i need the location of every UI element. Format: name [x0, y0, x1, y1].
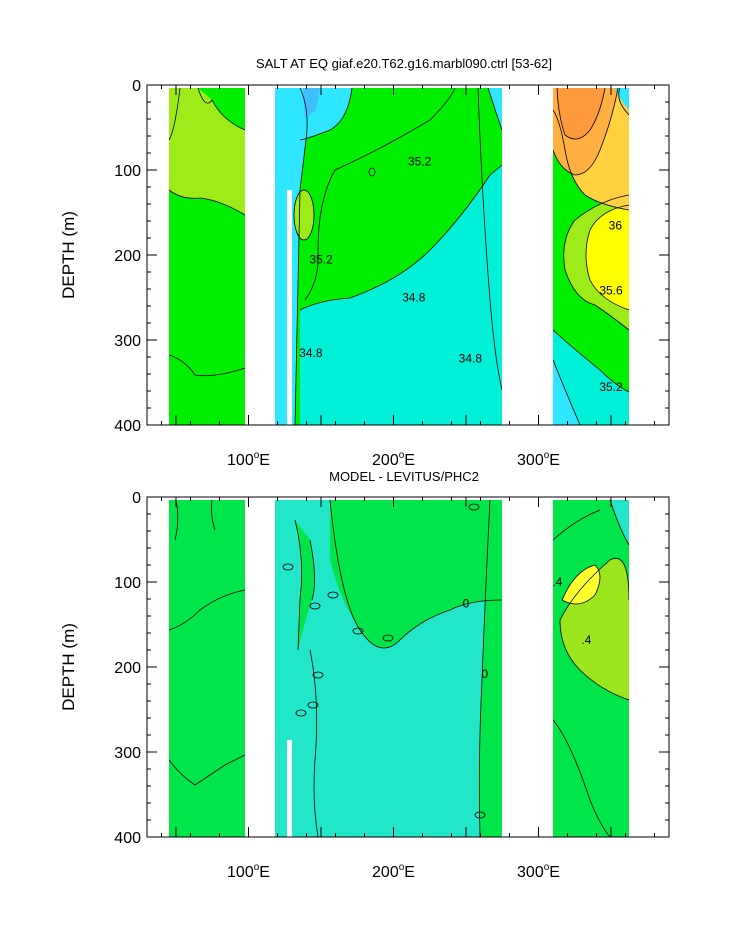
- y-tick-label: 200: [114, 660, 141, 677]
- land-mask: [147, 500, 169, 837]
- y-axis: 0 100 200 300 400: [114, 490, 669, 847]
- contour-label: 35.6: [599, 284, 623, 298]
- difference-panel: MODEL - LEVITUS/PHC2: [59, 469, 670, 881]
- y-tick-label: 100: [114, 163, 141, 180]
- fill-region: [553, 330, 629, 425]
- land-mask: [287, 740, 292, 837]
- fill-region: [275, 500, 290, 837]
- land-mask: [147, 88, 169, 425]
- fill-region: [330, 500, 502, 648]
- land-mask: [245, 500, 275, 837]
- fill-region: [169, 88, 245, 215]
- contour-field: [147, 499, 669, 837]
- land-mask: [629, 500, 669, 837]
- contour-lines: [168, 87, 630, 425]
- contour-label: 34.8: [299, 346, 323, 360]
- panel-title: MODEL - LEVITUS/PHC2: [329, 469, 479, 484]
- x-tick-label: 100oE: [227, 450, 270, 469]
- land-mask: [245, 88, 275, 425]
- land-mask: [287, 190, 292, 425]
- y-tick-label: 0: [132, 78, 141, 95]
- land-mask: [502, 88, 553, 425]
- contour-lines: [168, 499, 630, 837]
- contour-label: 35.2: [599, 380, 623, 394]
- y-tick-label: 300: [114, 745, 141, 762]
- contour-label: 35.2: [309, 252, 333, 266]
- land-mask: [502, 500, 553, 837]
- panel-title: SALT AT EQ giaf.e20.T62.g16.marbl090.ctr…: [256, 56, 552, 71]
- fill-region: [562, 565, 600, 604]
- contour-label: .4: [581, 633, 591, 647]
- salinity-panel: SALT AT EQ giaf.e20.T62.g16.marbl090.ctr…: [59, 56, 670, 469]
- fill-region: [479, 500, 502, 837]
- y-tick-label: 400: [114, 418, 141, 435]
- contour-label: .4: [552, 575, 562, 589]
- fill-region: [300, 165, 502, 425]
- x-tick-label: 300oE: [517, 862, 560, 881]
- fill-region: [198, 88, 245, 130]
- contour-label: 34.8: [459, 352, 483, 366]
- contour-label: 35.2: [408, 155, 432, 169]
- fill-region: [557, 88, 605, 139]
- fill-region: [295, 520, 315, 650]
- y-tick-label: 100: [114, 575, 141, 592]
- contour-label: 36: [609, 218, 623, 232]
- y-tick-label: 400: [114, 830, 141, 847]
- fill-region: [553, 360, 580, 425]
- fill-region: [610, 500, 629, 545]
- y-axis-label: DEPTH (m): [59, 211, 78, 299]
- fill-region: [169, 500, 245, 837]
- contour-label: 34.8: [402, 291, 426, 305]
- y-tick-label: 0: [132, 490, 141, 507]
- x-axis: 100oE 200oE 300oE: [161, 85, 655, 469]
- contour-label: 0: [482, 667, 489, 681]
- contour-labels: 35.2 35.2 34.8 34.8 34.8 36 35.6 35.2: [299, 155, 623, 394]
- contour-field: [147, 87, 669, 425]
- contour-labels: 0 0 .4 .4: [463, 575, 592, 681]
- y-tick-label: 300: [114, 333, 141, 350]
- x-axis: 100oE 200oE 300oE: [161, 497, 655, 881]
- contour-label: 0: [463, 596, 470, 610]
- x-tick-label: 300oE: [517, 450, 560, 469]
- fill-region: [303, 88, 320, 118]
- y-axis: 0 100 200 300 400: [114, 78, 669, 435]
- x-tick-label: 100oE: [227, 862, 270, 881]
- y-tick-label: 200: [114, 248, 141, 265]
- y-axis-label: DEPTH (m): [59, 623, 78, 711]
- land-mask: [629, 88, 669, 425]
- x-tick-label: 200oE: [372, 862, 415, 881]
- x-tick-label: 200oE: [372, 450, 415, 469]
